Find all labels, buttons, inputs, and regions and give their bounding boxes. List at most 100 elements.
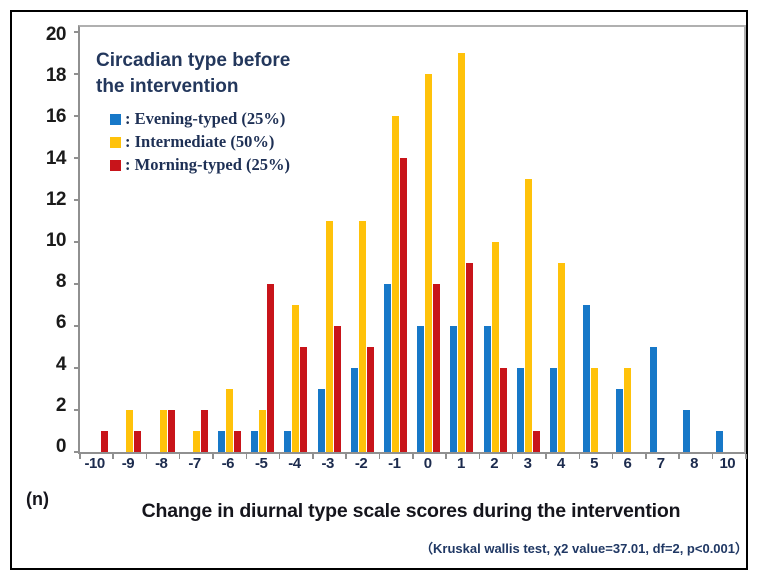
- bar-slot: [284, 431, 292, 452]
- y-tick-mark: [74, 157, 79, 159]
- x-tick-mark: [212, 454, 214, 459]
- x-tick-mark: [245, 454, 247, 459]
- bar-slot: [499, 368, 507, 452]
- bar-slot: [225, 389, 233, 452]
- x-tick-mark: [478, 454, 481, 459]
- x-tick-label: -5: [254, 455, 268, 472]
- legend: Circadian type before the intervention :…: [96, 48, 290, 177]
- bar-group--8: [146, 27, 179, 452]
- x-tick-mark: [445, 454, 447, 459]
- bar-group--10: [80, 27, 113, 452]
- legend-item-label: : Intermediate (50%): [125, 132, 275, 152]
- y-tick-label: 0: [55, 436, 67, 457]
- bar-slot: [549, 368, 557, 452]
- x-axis-labels: -10 -9 -8 -7 -6 -5 -4 -3 -2 -1 0 1 2 3 4 5 6 7 8 10: [78, 455, 744, 472]
- bar-slot: [300, 347, 308, 452]
- bar: [267, 284, 275, 452]
- bar: [549, 368, 557, 452]
- x-tick-mark: [645, 454, 647, 459]
- bar-group--3: [312, 27, 345, 452]
- bar: [433, 284, 441, 452]
- bar-slot: [433, 284, 441, 452]
- x-tick-mark: [611, 454, 614, 459]
- bar-group-4: [545, 27, 578, 452]
- bar-group--7: [180, 27, 213, 452]
- legend-item-label: : Evening-typed (25%): [125, 109, 286, 129]
- bar-group-7: [644, 27, 677, 452]
- y-tick-mark: [74, 451, 79, 453]
- y-tick-mark: [74, 31, 79, 33]
- bar-slot: [358, 221, 366, 452]
- bar-slot: [167, 410, 175, 452]
- bar-group-3: [512, 27, 545, 452]
- plot-area: [74, 25, 747, 459]
- bar-slot: [532, 431, 540, 452]
- bar-group-0: [412, 27, 445, 452]
- bar: [583, 305, 591, 452]
- morning-swatch-icon: [110, 159, 121, 171]
- bar-slot: [649, 347, 657, 452]
- bar-slot: [292, 305, 300, 452]
- bar-slot: [325, 221, 333, 452]
- legend-items: : Evening-typed (25%) : Intermediate (50…: [110, 108, 290, 176]
- bar: [159, 410, 167, 452]
- bar: [591, 368, 599, 452]
- bar-slot: [450, 326, 458, 452]
- bar-slot: [259, 410, 267, 452]
- bar: [450, 326, 458, 452]
- bar-slot: [233, 431, 241, 452]
- bar-group-6: [611, 27, 644, 452]
- bar: [557, 263, 565, 452]
- bar: [300, 347, 308, 452]
- bar: [524, 179, 532, 452]
- bar-slot: [383, 284, 391, 452]
- bar-group-1: [445, 27, 478, 452]
- bar-group--9: [113, 27, 146, 452]
- bar-slot: [591, 368, 599, 452]
- legend-item-morning: : Morning-typed (25%): [110, 154, 290, 177]
- y-tick-mark: [74, 367, 79, 369]
- x-tick-label: -4: [288, 455, 301, 472]
- x-tick-mark: [345, 454, 347, 459]
- y-tick-label: 14: [45, 147, 67, 169]
- bar: [358, 221, 366, 452]
- x-tick-mark: [112, 454, 114, 459]
- x-tick-mark: [178, 454, 181, 459]
- y-tick-label: 20: [45, 24, 67, 45]
- bar-group--4: [279, 27, 312, 452]
- bar: [466, 263, 474, 452]
- y-tick-mark: [74, 409, 79, 411]
- bar-group-10: [711, 27, 744, 452]
- bar-slot: [616, 389, 624, 452]
- bar: [333, 326, 341, 452]
- chart-title: Change in diurnal type scale scores duri…: [141, 500, 681, 522]
- x-axis-tick-marks: [79, 452, 747, 459]
- bar-group--6: [213, 27, 246, 452]
- bar: [417, 326, 425, 452]
- y-tick-mark: [74, 283, 79, 285]
- bar-slot: [458, 53, 466, 452]
- x-tick-mark: [145, 454, 148, 459]
- y-tick-mark: [74, 325, 79, 327]
- bar: [499, 368, 507, 452]
- x-tick-label: 4: [556, 455, 565, 472]
- bar: [217, 431, 225, 452]
- y-tick-label: 10: [45, 230, 67, 251]
- legend-item-intermediate: : Intermediate (50%): [110, 131, 290, 154]
- bar-group-5: [578, 27, 611, 452]
- x-tick-label: -7: [188, 455, 201, 472]
- bar-slot: [200, 410, 208, 452]
- bar-slot: [399, 158, 407, 452]
- x-tick-label: 6: [623, 455, 632, 472]
- y-tick-label: 4: [55, 353, 67, 375]
- bar-group--2: [346, 27, 379, 452]
- bar: [101, 431, 109, 452]
- bar-slot: [217, 431, 225, 452]
- evening-swatch-icon: [110, 114, 121, 126]
- y-tick-mark: [74, 115, 79, 117]
- bar-slot: [483, 326, 491, 452]
- bar-slot: [516, 368, 524, 452]
- x-tick-mark: [511, 454, 514, 459]
- bar-slot: [267, 284, 275, 452]
- bar: [391, 116, 399, 452]
